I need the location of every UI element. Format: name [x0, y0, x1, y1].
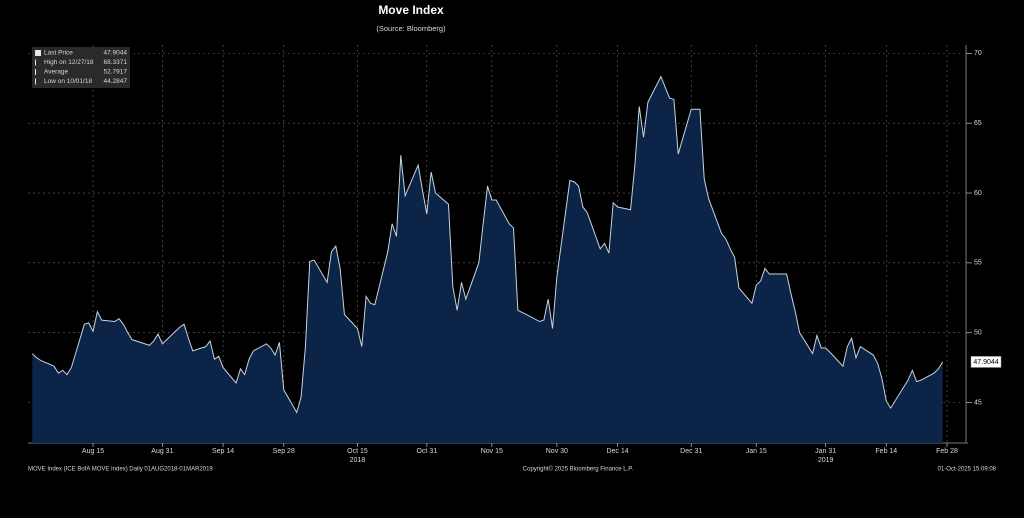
x-tick-label: Aug 15 [82, 448, 104, 455]
y-tick-label: 65 [974, 120, 982, 127]
x-tick-label: Sep 28 [273, 448, 295, 455]
legend-marker [35, 59, 36, 66]
last-price-label: 47.9044 [973, 359, 998, 366]
x-tick-label: Jan 15 [746, 448, 767, 455]
x-tick-label: Nov 30 [546, 448, 568, 455]
footer-right: 01-Oct-2025 15:09:08 [938, 467, 997, 473]
legend-marker [35, 50, 41, 56]
legend-box [32, 47, 130, 88]
y-tick-label: 50 [974, 330, 982, 337]
y-tick-label: 55 [974, 260, 982, 267]
legend-marker [35, 78, 36, 85]
legend-value: 47.9044 [104, 50, 128, 57]
x-tick-label: Oct 15 [347, 448, 368, 455]
y-tick-label: 70 [974, 50, 982, 57]
legend-label: High on 12/27/18 [44, 59, 94, 66]
legend-label: Low on 10/01/18 [44, 78, 92, 85]
x-tick-label: Feb 14 [875, 448, 897, 455]
y-tick-label: 60 [974, 190, 982, 197]
x-tick-label: Sep 14 [212, 448, 234, 455]
x-tick-label: Feb 28 [936, 448, 958, 455]
legend-value: 68.3371 [104, 59, 128, 66]
x-tick-label: Jan 31 [815, 448, 836, 455]
x-tick-label: Nov 15 [481, 448, 503, 455]
x-tick-label: Dec 14 [606, 448, 628, 455]
year-label: 2019 [818, 457, 834, 464]
legend-value: 44.2847 [104, 78, 128, 85]
legend-marker [35, 69, 36, 75]
x-tick-label: Aug 31 [151, 448, 173, 455]
legend-value: 52.7917 [104, 69, 128, 76]
legend-label: Last Price [44, 50, 73, 57]
x-tick-label: Oct 31 [416, 448, 437, 455]
area [32, 76, 943, 443]
line [31, 75, 944, 414]
footer-left: MOVE Index (ICE BofA MOVE Index) Daily 0… [28, 467, 213, 473]
y-tick-label: 45 [974, 399, 982, 406]
last-price-tag [970, 356, 1002, 368]
legend-label: Average [44, 69, 68, 76]
x-tick-label: Dec 31 [680, 448, 702, 455]
chart-subtitle: (Source: Bloomberg) [376, 24, 446, 33]
footer-center: Copyright© 2025 Bloomberg Finance L.P. [523, 466, 634, 473]
year-label: 2018 [350, 457, 366, 464]
chart-title: Move Index [378, 3, 444, 17]
